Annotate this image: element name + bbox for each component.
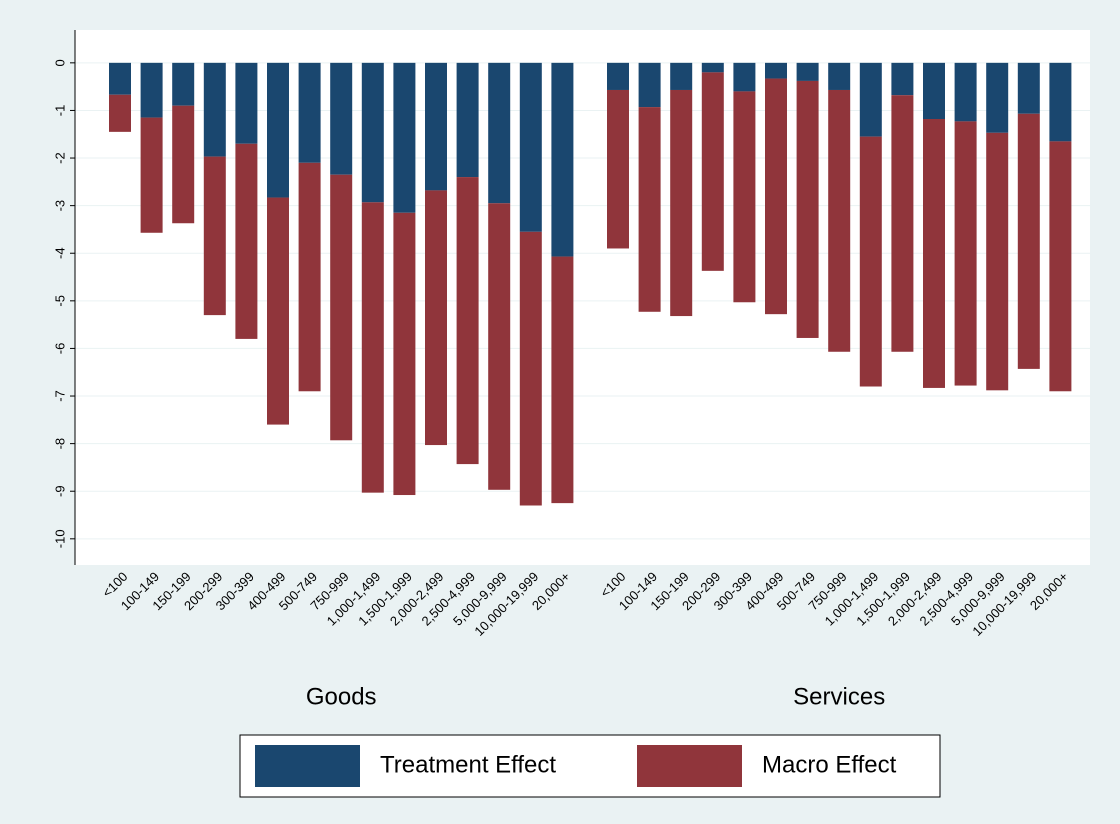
bar-segment	[203, 62, 226, 157]
legend-label: Treatment Effect	[380, 751, 556, 778]
bar-segment	[1017, 62, 1040, 114]
bar-segment	[638, 62, 661, 108]
bar-segment	[519, 231, 542, 506]
group-label: Goods	[306, 683, 377, 710]
bar-segment	[954, 62, 977, 122]
bar-segment	[203, 156, 226, 316]
bar-segment	[519, 62, 542, 232]
bar-segment	[986, 132, 1009, 391]
bar-segment	[456, 62, 479, 178]
bar-segment	[298, 62, 321, 163]
bar-segment	[235, 143, 258, 339]
bar-segment	[109, 62, 131, 95]
bar-segment	[891, 95, 914, 352]
bar-segment	[923, 62, 945, 120]
bar-segment	[828, 62, 851, 90]
y-tick-label: -10	[52, 529, 67, 548]
bar-segment	[638, 107, 661, 312]
bar-segment	[733, 91, 756, 303]
bar-segment	[488, 62, 511, 204]
bar-segment	[986, 62, 1009, 133]
bar-segment	[267, 197, 289, 425]
y-tick-label: -3	[52, 200, 67, 212]
bar-segment	[140, 62, 163, 118]
bar-segment	[267, 62, 289, 198]
bar-segment	[488, 203, 511, 490]
bar-segment	[298, 162, 321, 392]
y-tick-label: 0	[52, 59, 67, 66]
bar-segment	[954, 121, 977, 386]
bar-segment	[765, 62, 787, 79]
legend-swatch	[637, 745, 742, 787]
bar-segment	[733, 62, 756, 92]
bar-segment	[923, 119, 945, 388]
bar-segment	[859, 136, 882, 387]
bar-segment	[235, 62, 258, 144]
y-tick-label: -2	[52, 152, 67, 164]
bar-segment	[425, 62, 447, 191]
bar-segment	[828, 89, 851, 352]
bar-segment	[1049, 141, 1072, 392]
bar-segment	[1017, 113, 1040, 369]
bar-segment	[551, 62, 574, 257]
bar-segment	[796, 62, 819, 81]
bar-segment	[859, 62, 882, 137]
bar-segment	[361, 202, 384, 493]
bar-segment	[551, 256, 574, 504]
bar-segment	[891, 62, 914, 96]
bar-segment	[796, 80, 819, 338]
bar-segment	[607, 62, 629, 90]
bar-segment	[330, 62, 353, 175]
y-tick-label: -1	[52, 105, 67, 117]
y-tick-label: -9	[52, 485, 67, 497]
bar-segment	[765, 78, 787, 315]
y-tick-label: -6	[52, 343, 67, 355]
legend-swatch	[255, 745, 360, 787]
bar-segment	[393, 62, 416, 213]
bar-segment	[701, 72, 724, 271]
bar-segment	[701, 62, 724, 73]
bar-segment	[670, 89, 693, 317]
bar-segment	[172, 62, 195, 106]
bar-segment	[172, 105, 195, 224]
bar-segment	[140, 117, 163, 233]
bar-segment	[456, 177, 479, 465]
legend-label: Macro Effect	[762, 751, 897, 778]
bar-segment	[607, 89, 629, 249]
bar-segment	[425, 190, 447, 446]
bar-segment	[109, 94, 131, 132]
bar-segment	[393, 212, 416, 496]
group-label: Services	[793, 683, 885, 710]
bar-segment	[670, 62, 693, 90]
y-tick-label: -7	[52, 390, 67, 402]
y-tick-label: -4	[52, 247, 67, 259]
y-tick-label: -5	[52, 295, 67, 307]
bar-segment	[1049, 62, 1072, 142]
y-tick-label: -8	[52, 438, 67, 450]
bar-segment	[361, 62, 384, 203]
bar-segment	[330, 174, 353, 441]
